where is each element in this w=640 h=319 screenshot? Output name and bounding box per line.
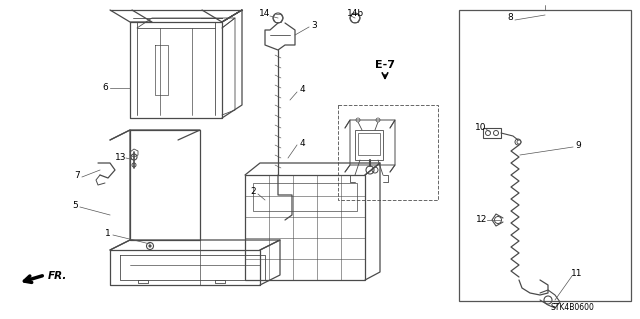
Text: 4: 4 [299, 138, 305, 147]
Text: STK4B0600: STK4B0600 [550, 303, 594, 313]
Text: 10: 10 [476, 122, 487, 131]
Text: 5: 5 [72, 201, 78, 210]
Bar [358, 133, 380, 155]
Bar [338, 105, 438, 200]
Bar [245, 175, 365, 280]
Bar [355, 130, 383, 160]
Bar [459, 10, 631, 301]
Text: 12: 12 [476, 216, 488, 225]
Text: 9: 9 [575, 140, 581, 150]
Text: 11: 11 [572, 270, 583, 278]
Bar [483, 128, 501, 138]
Text: 1: 1 [105, 228, 111, 238]
Text: 3: 3 [311, 20, 317, 29]
Bar [253, 183, 357, 211]
Text: 14b: 14b [348, 10, 365, 19]
Circle shape [149, 245, 151, 247]
Text: 2: 2 [250, 188, 256, 197]
Text: 13: 13 [115, 153, 127, 162]
Text: E-7: E-7 [375, 60, 395, 70]
Text: FR.: FR. [48, 271, 67, 281]
Text: 14: 14 [259, 10, 271, 19]
Text: 7: 7 [74, 170, 80, 180]
Text: 6: 6 [102, 84, 108, 93]
Text: 4: 4 [299, 85, 305, 94]
Text: 8: 8 [507, 13, 513, 23]
